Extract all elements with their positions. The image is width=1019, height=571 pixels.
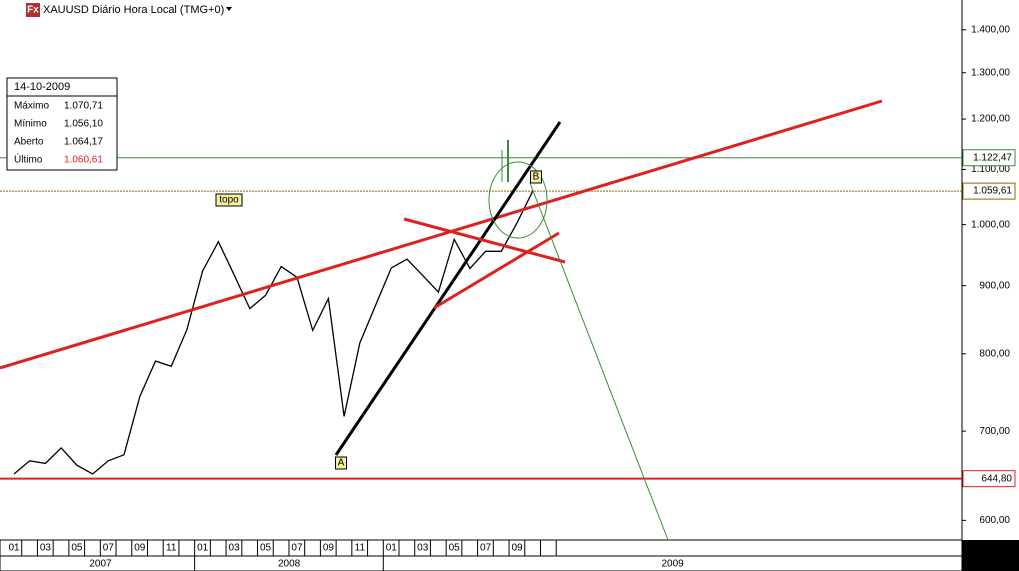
level-label: 1.059,61 <box>973 186 1012 197</box>
trend-lines <box>0 99 883 541</box>
info-box: 14-10-2009 Máximo 1.070,71 Mínimo 1.056,10 Ab… <box>6 77 118 171</box>
y-tick-label: 1.400,00 <box>971 24 1010 35</box>
logo: Fx <box>27 5 39 16</box>
y-tick-label: 1.300,00 <box>971 67 1010 78</box>
x-tick-label: 09 <box>511 543 523 554</box>
info-value: 1.056,10 <box>64 119 103 130</box>
level-label-box <box>962 182 1016 200</box>
x-tick-label: 07 <box>480 543 492 554</box>
logo-box <box>26 3 40 17</box>
trend-line <box>0 99 883 370</box>
x-tick-label: 03 <box>40 543 52 554</box>
trend-line <box>334 121 562 456</box>
x-tick-label: 01 <box>197 543 209 554</box>
x-tick-label: 11 <box>355 543 366 554</box>
x-tick-label: 05 <box>449 543 461 554</box>
level-label-box <box>962 149 1016 167</box>
x-tick-label: 09 <box>134 543 146 554</box>
info-label: Aberto <box>14 137 44 148</box>
x-tick-label: 01 <box>386 543 398 554</box>
x-tick-label: 01 <box>8 543 20 554</box>
year-label: 2008 <box>278 559 301 570</box>
annotation: A <box>338 458 345 469</box>
x-tick-label: 07 <box>103 543 115 554</box>
info-frame <box>6 77 118 171</box>
annotation-box <box>215 193 243 207</box>
level-label: 1.122,47 <box>973 152 1012 163</box>
year-label: 2007 <box>89 559 112 570</box>
dropdown-arrow[interactable] <box>226 7 232 11</box>
trend-line <box>433 231 560 310</box>
y-tick-label: 1.200,00 <box>971 114 1010 125</box>
info-value: 1.070,71 <box>64 101 103 112</box>
x-tick-label: 03 <box>229 543 241 554</box>
y-tick-label: 900,00 <box>979 280 1010 291</box>
annotation-box <box>335 456 347 470</box>
info-label: Máximo <box>14 101 49 112</box>
projection-line <box>529 182 669 541</box>
info-value: 1.064,17 <box>64 137 103 148</box>
chart-title: XAUUSD Diário Hora Local (TMG+0) <box>43 4 224 16</box>
x-tick-label: 09 <box>323 543 335 554</box>
annotation: topo <box>219 195 239 206</box>
highlight-ellipse <box>488 161 548 239</box>
y-tick-label: 800,00 <box>979 348 1010 359</box>
info-value: 1.060,61 <box>64 155 103 166</box>
info-date: 14-10-2009 <box>14 81 70 93</box>
x-tick-label: 05 <box>260 543 272 554</box>
info-label: Último <box>14 153 43 166</box>
y-tick-label: 600,00 <box>979 515 1010 526</box>
y-tick-label: 1.000,00 <box>971 219 1010 230</box>
level-label-box <box>962 470 1016 488</box>
x-tick-label: 07 <box>291 543 303 554</box>
annotation: B <box>533 172 540 183</box>
annotation-box <box>530 170 542 184</box>
level-label: 644,80 <box>981 473 1012 484</box>
info-label: Mínimo <box>14 119 47 130</box>
price-line <box>13 190 534 475</box>
x-tick-label: 03 <box>417 543 429 554</box>
trend-line <box>403 217 566 264</box>
x-tick-label: 05 <box>71 543 83 554</box>
x-tick-label: 11 <box>166 543 177 554</box>
y-tick-label: 700,00 <box>979 426 1010 437</box>
year-label: 2009 <box>662 559 685 570</box>
y-tick-label: 1.100,00 <box>971 164 1010 175</box>
corner <box>962 540 1019 571</box>
